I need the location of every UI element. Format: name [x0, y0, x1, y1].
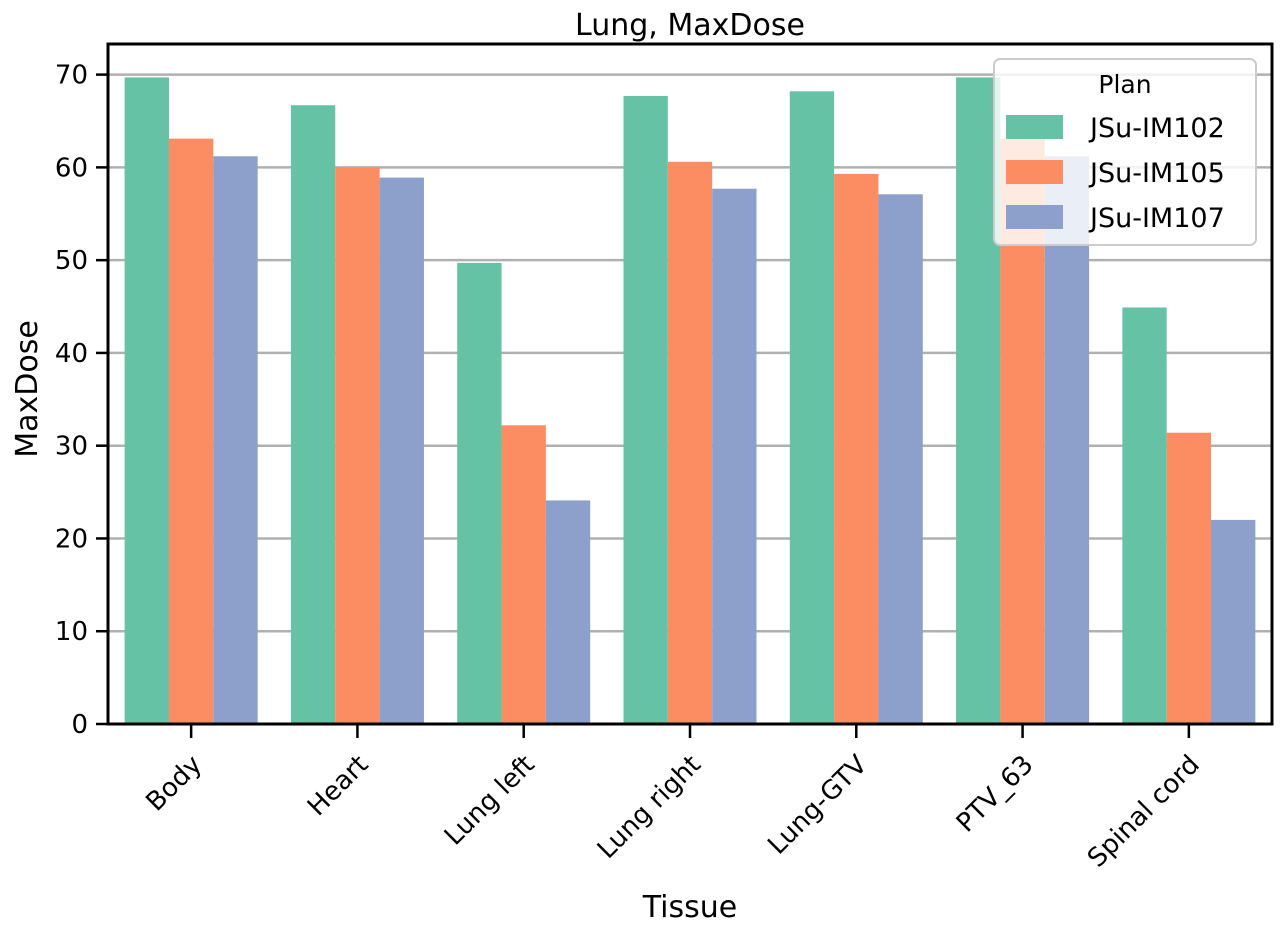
legend-swatch	[1006, 160, 1063, 184]
x-tick-label: Spinal cord	[1082, 750, 1206, 874]
y-tick-label: 30	[55, 432, 88, 462]
legend-entry: JSu-IM102	[1088, 113, 1225, 144]
legend-swatch	[1006, 205, 1063, 229]
bar-jsu-im107-heart	[379, 177, 424, 724]
legend: Plan JSu-IM102 JSu-IM105 JSu-IM107	[993, 58, 1257, 246]
bar-jsu-im105-body	[168, 138, 214, 725]
y-axis: 0 10 20 30 40 50 60 70	[55, 61, 108, 740]
y-axis-label: MaxDose	[10, 320, 45, 458]
bar-jsu-im105-lung-right	[667, 161, 713, 724]
y-tick-label: 50	[55, 246, 88, 276]
y-tick-label: 40	[55, 339, 88, 369]
x-axis-label: Tissue	[642, 890, 737, 925]
bar-jsu-im102-spinal-cord	[1122, 307, 1167, 724]
bar-jsu-im107-body	[213, 156, 258, 724]
x-tick-label: Lung-GTV	[762, 750, 873, 861]
bar-jsu-im102-heart	[290, 105, 336, 724]
chart-title: Lung, MaxDose	[575, 8, 805, 43]
bar-jsu-im105-heart	[335, 167, 380, 724]
bar-jsu-im107-ptv-63	[1044, 156, 1090, 724]
x-axis: Body Heart Lung left Lung right Lung-GTV PTV_…	[140, 724, 1206, 874]
y-tick-label: 60	[55, 153, 88, 183]
bar-jsu-im107-lung-left	[545, 500, 591, 724]
legend-box	[993, 58, 1257, 246]
bar-jsu-im102-lung-left	[457, 262, 502, 724]
bar-jsu-im105-lung-left	[501, 425, 546, 724]
y-tick-label: 70	[55, 61, 88, 91]
x-tick-label: Lung right	[592, 750, 707, 865]
bar-jsu-im102-lung-right	[623, 95, 668, 725]
bar-jsu-im107-spinal-cord	[1211, 519, 1256, 724]
x-tick-label: Heart	[302, 750, 374, 822]
bar-jsu-im102-body	[124, 77, 169, 725]
legend-title: Plan	[1098, 70, 1151, 99]
x-tick-label: Lung left	[439, 750, 541, 852]
bar-jsu-im107-lung-right	[712, 188, 757, 724]
bar-jsu-im107-lung-gtv	[878, 194, 923, 724]
bar-jsu-im105-lung-gtv	[834, 173, 879, 725]
legend-swatch	[1006, 115, 1063, 139]
y-tick-label: 10	[55, 617, 88, 647]
bars	[124, 77, 1256, 725]
x-tick-label: PTV_63	[951, 750, 1040, 839]
bar-jsu-im105-spinal-cord	[1166, 432, 1212, 724]
legend-entry: JSu-IM107	[1088, 203, 1225, 234]
x-tick-label: Body	[140, 750, 208, 818]
legend-entry: JSu-IM105	[1088, 158, 1225, 189]
y-tick-label: 0	[71, 710, 88, 740]
bar-jsu-im102-lung-gtv	[789, 91, 835, 724]
y-tick-label: 20	[55, 524, 88, 554]
